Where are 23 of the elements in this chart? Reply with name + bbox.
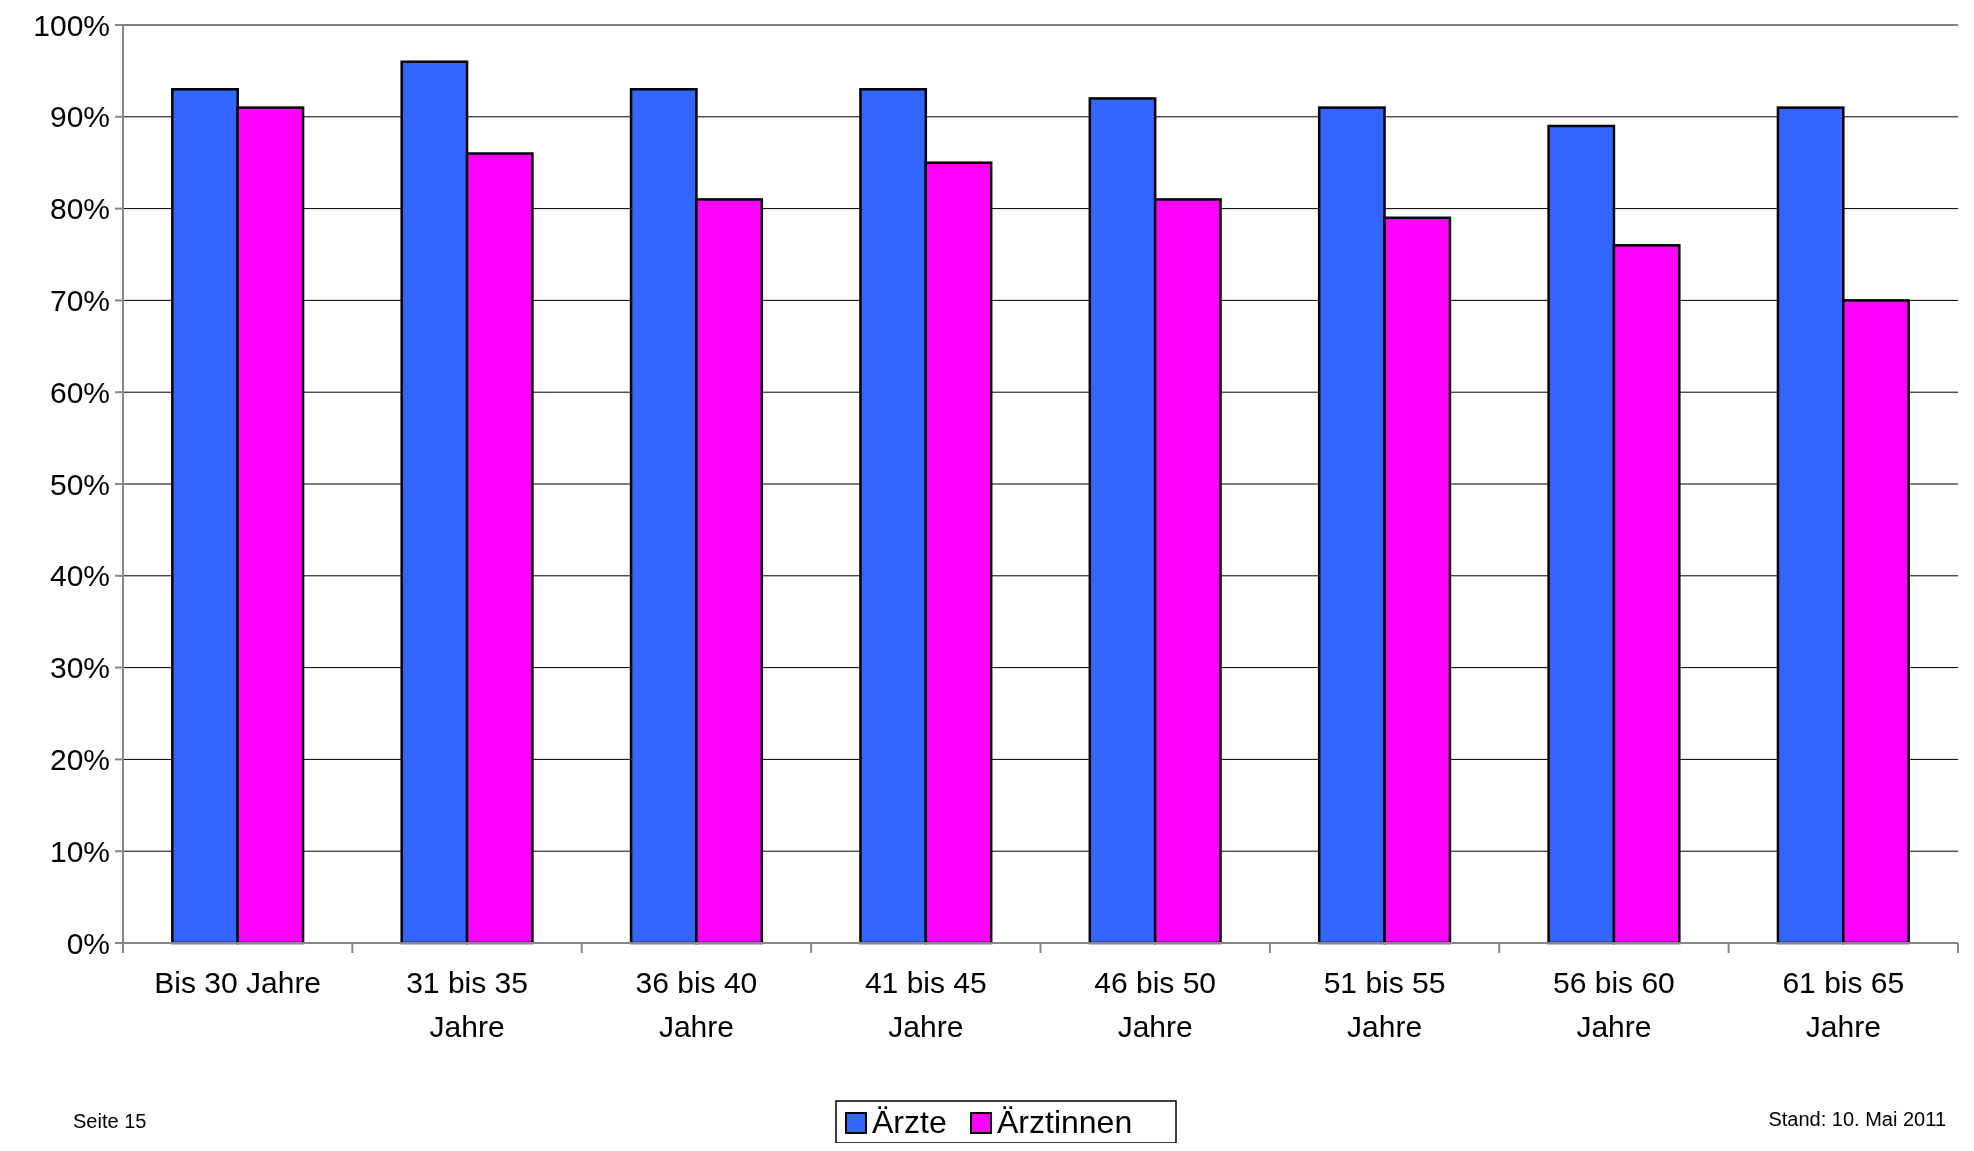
y-tick-label: 0% xyxy=(66,926,110,960)
x-tick-label: 46 bis 50 Jahre xyxy=(1094,966,1217,1043)
legend-label: Ärztinnen xyxy=(997,1104,1133,1140)
x-tick-label: 56 bis 60 Jahre xyxy=(1553,966,1675,1043)
y-tick-label: 10% xyxy=(49,834,110,868)
y-tick-label: 60% xyxy=(49,375,110,409)
y-tick-label: 90% xyxy=(49,100,110,134)
y-tick-label: 50% xyxy=(49,467,110,501)
x-tick-label: 31 bis 35 Jahre xyxy=(406,966,528,1043)
text: Stand: 10. Mai 2011 xyxy=(1768,1108,1946,1130)
x-tick-label: Bis 30 Jahre xyxy=(154,966,322,999)
y-tick-label: 40% xyxy=(49,559,110,593)
x-tick-label: 41 bis 45 Jahre xyxy=(864,966,987,1043)
y-tick-label: 80% xyxy=(49,192,110,226)
text: Seite 15 xyxy=(73,1110,147,1132)
x-tick-label: 61 bis 65 Jahre xyxy=(1782,966,1905,1043)
y-tick-label: 30% xyxy=(49,651,110,685)
y-tick-label: 70% xyxy=(49,283,110,317)
x-tick-label: 36 bis 40 Jahre xyxy=(635,966,758,1043)
legend-label: Ärzte xyxy=(872,1104,947,1140)
x-tick-label: 51 bis 55 Jahre xyxy=(1323,966,1446,1043)
y-tick-label: 20% xyxy=(49,742,110,776)
y-tick-label: 100% xyxy=(33,8,110,42)
